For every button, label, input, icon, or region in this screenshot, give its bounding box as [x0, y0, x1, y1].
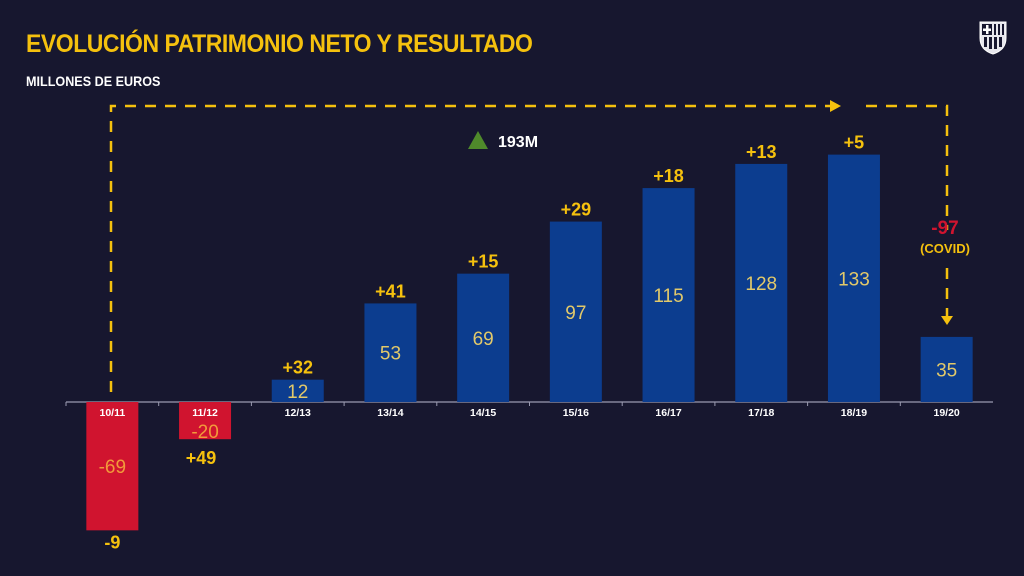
bar-13/14	[364, 303, 417, 402]
result-label: +49	[186, 448, 217, 468]
x-tick-label: 12/13	[285, 407, 311, 419]
x-tick-label: 11/12	[192, 407, 218, 419]
covid-change-label: -97	[931, 218, 958, 239]
x-tick-label: 19/20	[934, 407, 960, 419]
result-label: +18	[653, 166, 684, 186]
result-label: +41	[375, 281, 406, 301]
bar-19/20	[920, 336, 973, 402]
bar-18/19	[827, 154, 880, 402]
arrow-right-icon	[830, 100, 841, 112]
x-tick-label: 13/14	[377, 407, 403, 419]
trend-dashed-arrow	[109, 104, 949, 392]
value-label: 128	[745, 274, 777, 295]
value-label: 97	[565, 303, 586, 324]
x-tick-label: 15/16	[563, 407, 589, 419]
bar-17/18	[735, 163, 788, 402]
value-label: 53	[380, 344, 401, 365]
result-label: +13	[746, 142, 777, 162]
chart-title: EVOLUCIÓN PATRIMONIO NETO Y RESULTADO	[26, 30, 533, 58]
result-label: +32	[282, 358, 313, 378]
x-tick-label: 16/17	[655, 407, 681, 419]
chart-subtitle: MILLONES DE EUROS	[26, 73, 161, 89]
up-triangle-icon	[468, 131, 488, 149]
bar-12/13	[271, 379, 324, 402]
bar-14/15	[457, 273, 510, 402]
value-label: -69	[99, 457, 126, 478]
barca-crest-icon	[979, 21, 1007, 55]
x-tick-label: 14/15	[470, 407, 496, 419]
x-tick-label: 10/11	[99, 407, 125, 419]
total-change-label: 193M	[498, 134, 538, 151]
bar-16/17	[642, 188, 695, 402]
result-label: +29	[561, 200, 592, 220]
result-label: +15	[468, 252, 499, 272]
x-tick-label: 17/18	[748, 407, 774, 419]
x-tick-label: 18/19	[841, 407, 867, 419]
value-label: 12	[287, 382, 308, 403]
arrow-down-icon	[941, 316, 953, 325]
result-label: +5	[844, 133, 865, 153]
covid-note: (COVID)	[920, 241, 970, 256]
value-label: 35	[936, 360, 957, 381]
bar-10/11	[86, 402, 139, 531]
bar-11/12	[179, 402, 232, 440]
value-label: 69	[473, 329, 494, 350]
result-label: -9	[104, 532, 120, 552]
value-label: 133	[838, 269, 870, 290]
bar-15/16	[549, 221, 602, 402]
value-label: 115	[653, 286, 683, 307]
value-label: -20	[191, 422, 218, 443]
